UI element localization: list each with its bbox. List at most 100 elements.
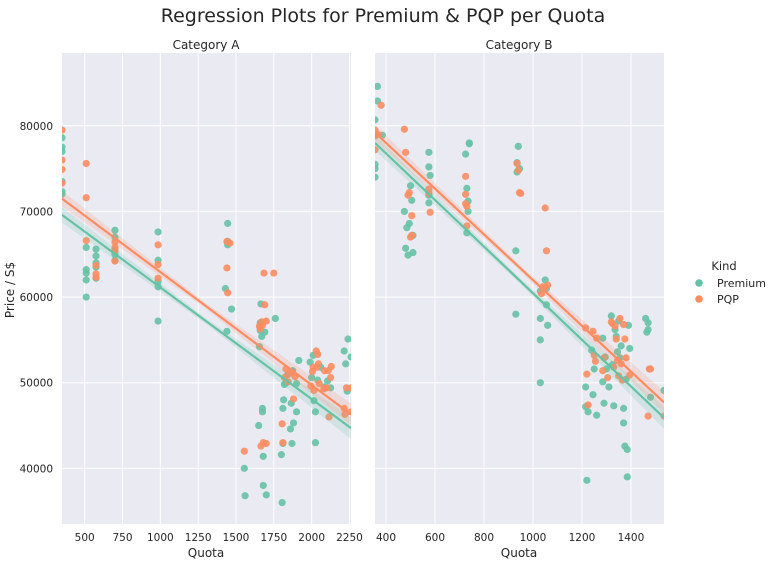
point-premium [402, 244, 410, 252]
point-premium [619, 404, 628, 412]
point-premium [375, 116, 379, 124]
point-premium [259, 452, 267, 460]
point-premium [462, 150, 470, 158]
x-axis-label-category-b: Quota [501, 546, 537, 560]
point-pqp [646, 365, 655, 373]
point-pqp [408, 212, 416, 220]
point-premium [425, 199, 433, 207]
point-premium [262, 491, 270, 499]
point-pqp [327, 362, 335, 371]
point-pqp [154, 260, 162, 269]
point-premium [626, 344, 634, 353]
point-premium [599, 334, 607, 342]
x-tick-label: 2250 [336, 532, 363, 544]
point-pqp [154, 274, 162, 282]
legend-swatch-premium [695, 279, 703, 287]
point-premium [311, 408, 320, 416]
point-premium [62, 147, 66, 156]
x-tick-label: 1750 [260, 532, 287, 544]
point-premium [375, 165, 379, 173]
point-pqp [289, 395, 298, 403]
point-premium [425, 148, 433, 156]
point-premium [406, 182, 415, 190]
point-pqp [315, 379, 323, 388]
point-pqp [619, 320, 628, 329]
point-pqp [616, 314, 624, 323]
point-premium [82, 293, 90, 301]
point-premium [277, 451, 285, 459]
regression-line-premium [375, 142, 664, 419]
point-pqp [542, 247, 551, 255]
point-premium [512, 310, 520, 318]
x-tick-label: 2000 [298, 532, 325, 544]
point-premium [623, 473, 631, 481]
point-pqp [260, 269, 268, 277]
point-pqp [463, 202, 471, 210]
point-premium [289, 419, 298, 427]
x-tick-label: 1250 [185, 532, 212, 544]
point-premium [408, 196, 416, 204]
y-axis-label: Price / S$ [3, 262, 17, 318]
point-premium [644, 319, 652, 327]
y-tick-label: 80000 [20, 121, 53, 133]
point-premium [240, 464, 248, 472]
y-tick-label: 60000 [20, 292, 53, 304]
x-tick-label: 1200 [569, 532, 596, 544]
point-premium [280, 396, 288, 404]
point-premium [340, 347, 348, 355]
panel-title-category-a: Category A [173, 38, 241, 52]
point-pqp [62, 165, 66, 174]
y-tick-label: 40000 [20, 463, 53, 475]
point-premium [400, 207, 408, 216]
point-pqp [604, 373, 612, 382]
point-premium [514, 142, 522, 150]
point-premium [536, 314, 544, 323]
point-premium [600, 399, 608, 407]
regression-line-pqp [62, 197, 351, 416]
point-premium [512, 247, 520, 255]
point-pqp [426, 208, 434, 216]
point-pqp [541, 204, 549, 212]
point-premium [224, 219, 232, 228]
point-premium [425, 163, 433, 171]
point-premium [347, 353, 351, 361]
confidence-band-pqp [375, 124, 664, 414]
x-tick-label: 1500 [223, 532, 250, 544]
point-pqp [261, 301, 269, 309]
point-pqp [82, 194, 90, 202]
point-premium [344, 335, 351, 343]
point-pqp [591, 357, 600, 365]
point-pqp [323, 384, 331, 392]
point-pqp [621, 335, 629, 343]
legend-label-pqp: PQP [717, 293, 739, 306]
point-premium [279, 404, 287, 412]
point-pqp [82, 159, 90, 168]
point-pqp [223, 264, 231, 272]
point-premium [92, 252, 100, 260]
point-premium [607, 312, 615, 320]
point-pqp [262, 439, 270, 448]
legend: Kind Premium PQP [695, 259, 766, 306]
point-premium [409, 248, 417, 257]
point-premium [288, 439, 296, 448]
point-premium [544, 321, 552, 329]
point-pqp [622, 354, 630, 362]
x-tick-label: 600 [425, 532, 445, 544]
point-pqp [618, 376, 626, 384]
legend-label-premium: Premium [717, 277, 766, 290]
point-pqp [584, 401, 592, 409]
point-premium [536, 336, 544, 344]
point-pqp [326, 373, 335, 382]
x-tick-label: 750 [113, 532, 133, 544]
point-pqp [262, 317, 270, 325]
point-premium [62, 190, 66, 198]
point-pqp [405, 188, 413, 197]
point-premium [271, 314, 279, 323]
point-premium [241, 492, 249, 500]
plot-background [62, 53, 351, 524]
legend-swatch-pqp [695, 295, 703, 303]
point-pqp [92, 273, 100, 281]
point-pqp [514, 166, 522, 174]
point-pqp [599, 367, 607, 375]
point-premium [593, 411, 601, 419]
